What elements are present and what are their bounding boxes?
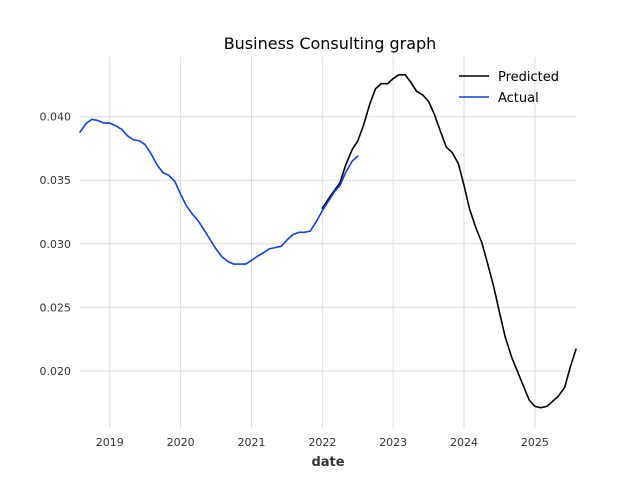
y-tick-label: 0.020 (40, 365, 72, 378)
y-tick-label: 0.030 (40, 238, 72, 251)
legend-label-predicted: Predicted (498, 70, 559, 85)
series-line-actual (79, 118, 359, 265)
x-tick-label: 2022 (308, 436, 336, 449)
x-tick-label: 2020 (167, 436, 195, 449)
x-tick-label: 2019 (96, 436, 124, 449)
y-tick-label: 0.040 (40, 111, 72, 124)
grid-layer (80, 57, 576, 428)
x-tick-label: 2025 (521, 436, 549, 449)
y-tick-label: 0.025 (40, 301, 72, 314)
legend: Predicted Actual (459, 70, 559, 106)
y-tick-label: 0.035 (40, 174, 72, 187)
chart-title: Business Consulting graph (224, 34, 437, 53)
series-layer (79, 74, 577, 409)
x-tick-label: 2023 (379, 436, 407, 449)
legend-label-actual: Actual (498, 91, 539, 106)
x-tick-label: 2021 (237, 436, 265, 449)
x-axis-label: date (311, 455, 344, 470)
series-line-predicted (321, 74, 577, 409)
x-tick-label: 2024 (450, 436, 478, 449)
tick-layer: 2019 2020 2021 2022 2023 2024 2025 0.020 0.025 0.… (40, 111, 549, 449)
